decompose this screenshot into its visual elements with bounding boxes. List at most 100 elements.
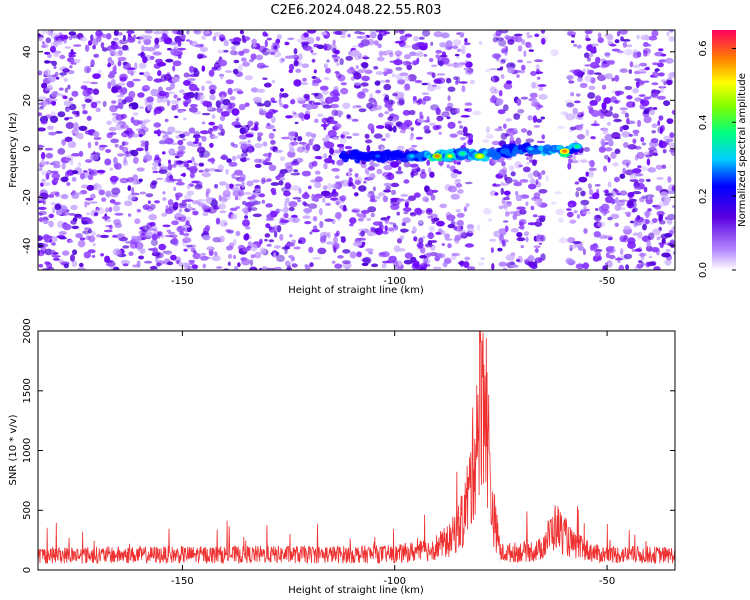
spectrogram-cell xyxy=(576,44,582,49)
spectrogram-cell xyxy=(225,168,229,175)
spectrogram-cell xyxy=(525,201,529,207)
spectrogram-cell xyxy=(671,204,675,209)
spectrogram-cell xyxy=(463,206,468,212)
spectrogram-cell xyxy=(431,189,439,193)
spectrogram-cell xyxy=(164,234,174,238)
spectrogram-cell xyxy=(149,203,156,210)
spectrogram-cell xyxy=(520,96,529,100)
spectrogram-cell xyxy=(418,221,423,224)
spectrogram-cell xyxy=(157,70,162,77)
spectrogram-cell xyxy=(183,72,190,78)
spectrogram-cell xyxy=(323,43,327,51)
spectrogram-cell xyxy=(281,93,289,98)
spectrogram-cell xyxy=(86,201,91,206)
spectrogram-cell xyxy=(268,239,275,243)
spectrogram-cell xyxy=(535,179,539,185)
spectrogram-cell xyxy=(183,160,188,166)
spectrogram-cell xyxy=(177,178,183,183)
spectrogram-cell xyxy=(38,206,47,210)
spectrogram-cell xyxy=(210,199,218,207)
spectrogram-cell xyxy=(59,72,67,76)
spectrogram-cell xyxy=(606,260,613,268)
spectrogram-cell xyxy=(632,232,640,236)
spectrogram-cell xyxy=(588,170,594,178)
spectrogram-cell xyxy=(153,78,163,83)
spectrogram-cell xyxy=(624,211,632,215)
spectrogram-cell xyxy=(666,31,670,37)
spectrogram-cell xyxy=(171,30,178,34)
spectrogram-cell xyxy=(604,51,611,58)
spectrogram-cell xyxy=(620,248,624,256)
spectrogram-cell xyxy=(357,213,367,218)
spectrogram-cell xyxy=(226,158,232,163)
spectrogram-cell xyxy=(336,159,344,166)
spectrogram-cell xyxy=(576,134,586,140)
spectrogram-cell xyxy=(38,168,43,172)
spectrogram-cell xyxy=(154,37,159,45)
spectrogram-cell xyxy=(207,206,217,214)
spectrogram-cell xyxy=(153,157,162,164)
spectrogram-cell xyxy=(87,40,93,46)
spectrogram-cell xyxy=(461,85,466,93)
spectrogram-cell xyxy=(332,89,339,97)
spectrogram-cell xyxy=(101,197,107,202)
spectrogram-cell xyxy=(464,108,469,112)
spectrogram-cell xyxy=(171,104,177,111)
spectrogram-cell xyxy=(201,85,205,92)
spectrogram-cell xyxy=(136,147,144,152)
spectrogram-cell xyxy=(538,94,548,100)
spectrogram-cell xyxy=(109,104,118,113)
spectrogram-cell xyxy=(42,43,49,49)
spectrogram-cell xyxy=(464,102,473,106)
spectrogram-cell xyxy=(538,189,548,194)
spectrogram-cell xyxy=(618,207,626,211)
spectrogram-cell xyxy=(222,190,231,198)
spectrogram-cell xyxy=(533,125,541,128)
spectrogram-cell xyxy=(40,120,48,125)
spectrogram-cell xyxy=(281,136,290,140)
spectrogram-cell xyxy=(218,91,227,98)
spectrogram-cell xyxy=(136,167,145,172)
spectrogram-cell xyxy=(396,211,401,216)
spectrogram-cell xyxy=(534,33,540,38)
spectrogram-cell xyxy=(176,97,181,101)
spectrogram-cell xyxy=(325,67,331,74)
spectrogram-cell xyxy=(127,35,134,41)
spectrogram-cell xyxy=(595,208,599,211)
spectrogram-cell xyxy=(51,160,61,166)
spectrogram-cell xyxy=(87,229,93,234)
spectrogram-cell xyxy=(194,184,203,190)
spectrogram-cell xyxy=(597,37,604,44)
spectrogram-cell xyxy=(212,135,218,139)
spectrogram-cell xyxy=(278,180,284,186)
spectrogram-cell xyxy=(558,237,568,244)
spectrogram-cell xyxy=(284,260,291,267)
spectrogram-cell xyxy=(183,94,190,100)
spectrogram-cell xyxy=(41,182,51,186)
spectrogram-cell xyxy=(428,225,435,232)
spectrogram-cell xyxy=(461,45,466,51)
spectrogram-cell xyxy=(231,41,241,45)
spectrogram-cell xyxy=(516,74,520,78)
spectrogram-cell xyxy=(266,37,272,41)
spectrogram-cell xyxy=(69,103,77,111)
spectrogram-cell xyxy=(38,210,47,216)
spectrogram-cell xyxy=(384,111,389,115)
spectrogram-cell xyxy=(634,78,641,82)
spectrogram-cell xyxy=(232,155,237,162)
spectrogram-cell xyxy=(571,154,577,162)
spectrogram-cell xyxy=(652,218,658,223)
spectrogram-cell xyxy=(257,135,262,142)
spectrogram-cell xyxy=(647,167,657,173)
spectrogram-cell xyxy=(166,99,171,107)
x-tick-label: -50 xyxy=(599,276,615,287)
spectrogram-cell xyxy=(188,106,198,113)
spectrogram-cell xyxy=(288,255,294,259)
spectrogram-cell xyxy=(208,84,217,92)
spectrogram-cell xyxy=(254,158,262,163)
spectrogram-cell xyxy=(101,216,111,220)
spectrogram-cell xyxy=(86,87,94,95)
spectrogram-cell xyxy=(609,106,613,111)
spectrogram-cell xyxy=(128,135,132,139)
spectrogram-cell xyxy=(62,95,68,100)
